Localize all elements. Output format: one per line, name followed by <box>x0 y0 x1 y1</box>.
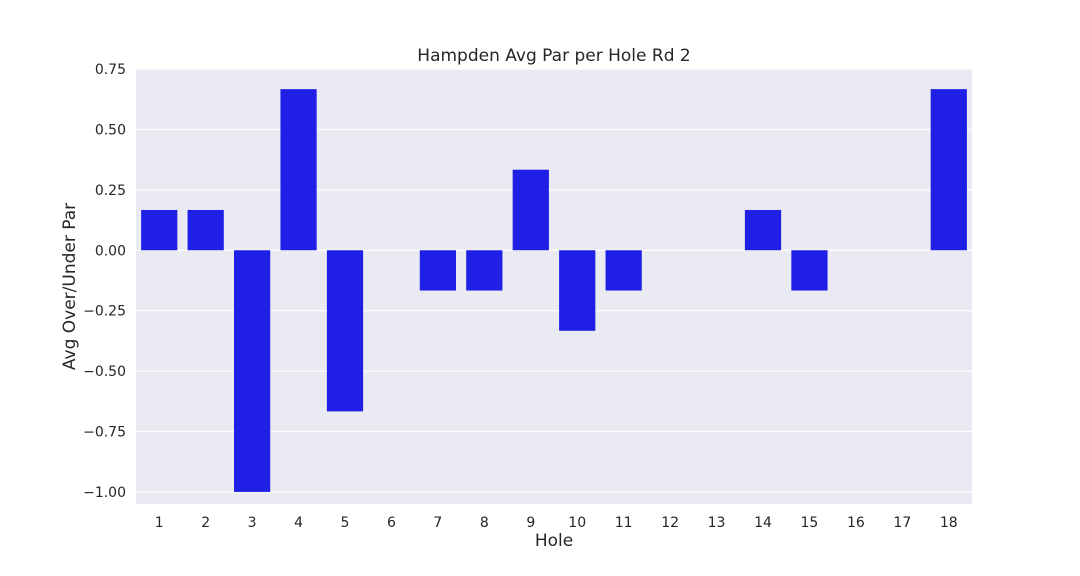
x-tick-label: 2 <box>201 515 210 531</box>
y-axis: 0.75 0.50 0.25 0.00 −0.25 −0.50 −0.75 −1.00 <box>83 62 126 501</box>
bar-hole-14 <box>744 209 782 251</box>
bar-hole-18 <box>930 89 967 251</box>
y-tick-label: 0.25 <box>95 183 126 199</box>
x-tick-label: 16 <box>847 515 865 531</box>
bar-hole-1 <box>141 209 178 251</box>
y-tick-label: 0.00 <box>95 243 126 259</box>
x-tick-label: 15 <box>801 515 819 531</box>
y-tick-label: −0.50 <box>83 364 126 380</box>
bar-hole-11 <box>605 250 642 291</box>
bar-hole-7 <box>419 250 457 291</box>
bar-hole-2 <box>187 209 224 251</box>
grid <box>136 68 972 493</box>
bar-hole-5 <box>326 250 364 412</box>
x-tick-label: 9 <box>526 515 535 531</box>
bar-hole-15 <box>791 250 828 291</box>
y-tick-label: −0.25 <box>83 304 126 320</box>
x-axis: 1 2 3 4 5 6 7 8 9 10 11 12 13 14 15 16 17 18 <box>155 515 958 531</box>
x-tick-label: 17 <box>893 515 911 531</box>
x-tick-label: 8 <box>480 515 489 531</box>
x-tick-label: 1 <box>155 515 164 531</box>
x-tick-label: 3 <box>248 515 257 531</box>
x-tick-label: 12 <box>661 515 679 531</box>
x-tick-label: 6 <box>387 515 396 531</box>
x-tick-label: 18 <box>940 515 958 531</box>
y-tick-label: −1.00 <box>83 485 126 501</box>
bar-hole-10 <box>559 250 596 331</box>
x-axis-label: Hole <box>535 531 573 551</box>
bar-hole-4 <box>280 89 317 251</box>
x-tick-label: 4 <box>294 515 303 531</box>
x-tick-label: 14 <box>754 515 772 531</box>
x-tick-label: 13 <box>708 515 726 531</box>
x-tick-label: 5 <box>341 515 350 531</box>
chart-title: Hampden Avg Par per Hole Rd 2 <box>417 46 690 66</box>
y-axis-label: Avg Over/Under Par <box>60 203 80 370</box>
bar-hole-3 <box>233 250 271 492</box>
y-tick-label: 0.50 <box>95 122 126 138</box>
bars <box>141 89 967 492</box>
y-tick-label: 0.75 <box>95 62 126 78</box>
y-tick-label: −0.75 <box>83 425 126 441</box>
bar-hole-9 <box>512 169 549 251</box>
x-tick-label: 7 <box>433 515 442 531</box>
x-tick-label: 10 <box>568 515 586 531</box>
x-tick-label: 11 <box>615 515 633 531</box>
bar-hole-8 <box>466 250 503 291</box>
